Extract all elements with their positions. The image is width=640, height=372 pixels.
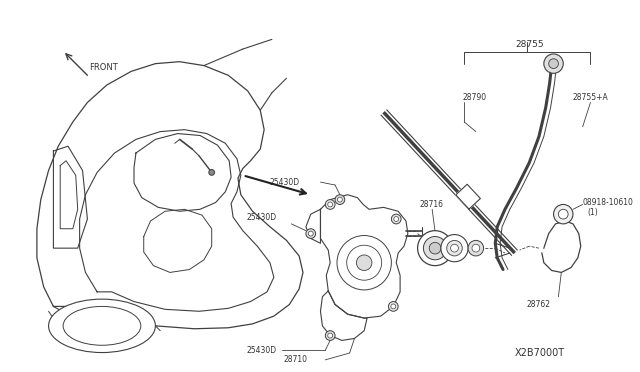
Circle shape xyxy=(424,237,447,260)
Polygon shape xyxy=(542,221,580,272)
Text: FRONT: FRONT xyxy=(90,63,118,72)
Circle shape xyxy=(335,195,345,205)
Text: 28716: 28716 xyxy=(420,200,444,209)
Text: 25430D: 25430D xyxy=(246,346,276,355)
Text: 28755: 28755 xyxy=(516,40,544,49)
Circle shape xyxy=(209,170,214,175)
Circle shape xyxy=(554,205,573,224)
Text: 28755+A: 28755+A xyxy=(573,93,609,102)
Circle shape xyxy=(388,302,398,311)
Circle shape xyxy=(325,331,335,340)
Text: 25430D: 25430D xyxy=(246,212,276,222)
Circle shape xyxy=(356,255,372,270)
Circle shape xyxy=(347,245,381,280)
Circle shape xyxy=(392,214,401,224)
Circle shape xyxy=(328,333,333,338)
Text: 28790: 28790 xyxy=(462,93,486,102)
Text: 28710: 28710 xyxy=(284,355,308,364)
Text: X2B7000T: X2B7000T xyxy=(515,348,565,358)
Circle shape xyxy=(306,229,316,238)
Ellipse shape xyxy=(63,307,141,345)
Circle shape xyxy=(328,202,333,207)
Circle shape xyxy=(544,54,563,73)
Circle shape xyxy=(337,235,392,290)
Circle shape xyxy=(472,244,480,252)
Circle shape xyxy=(417,231,452,266)
Polygon shape xyxy=(456,184,481,209)
Circle shape xyxy=(548,59,559,68)
Circle shape xyxy=(451,244,458,252)
Text: N: N xyxy=(559,211,564,217)
Text: 25430D: 25430D xyxy=(270,177,300,187)
Polygon shape xyxy=(321,291,367,340)
Circle shape xyxy=(559,209,568,219)
Circle shape xyxy=(308,231,313,236)
Circle shape xyxy=(325,200,335,209)
Circle shape xyxy=(394,217,399,221)
Text: 08918-10610: 08918-10610 xyxy=(582,198,634,207)
Polygon shape xyxy=(321,195,408,318)
Polygon shape xyxy=(306,209,321,243)
Circle shape xyxy=(468,240,484,256)
Circle shape xyxy=(391,304,396,309)
Circle shape xyxy=(429,242,441,254)
Circle shape xyxy=(441,235,468,262)
Circle shape xyxy=(337,197,342,202)
Text: 28762: 28762 xyxy=(527,300,551,309)
Circle shape xyxy=(447,240,462,256)
Text: (1): (1) xyxy=(588,208,598,217)
Ellipse shape xyxy=(49,299,156,353)
